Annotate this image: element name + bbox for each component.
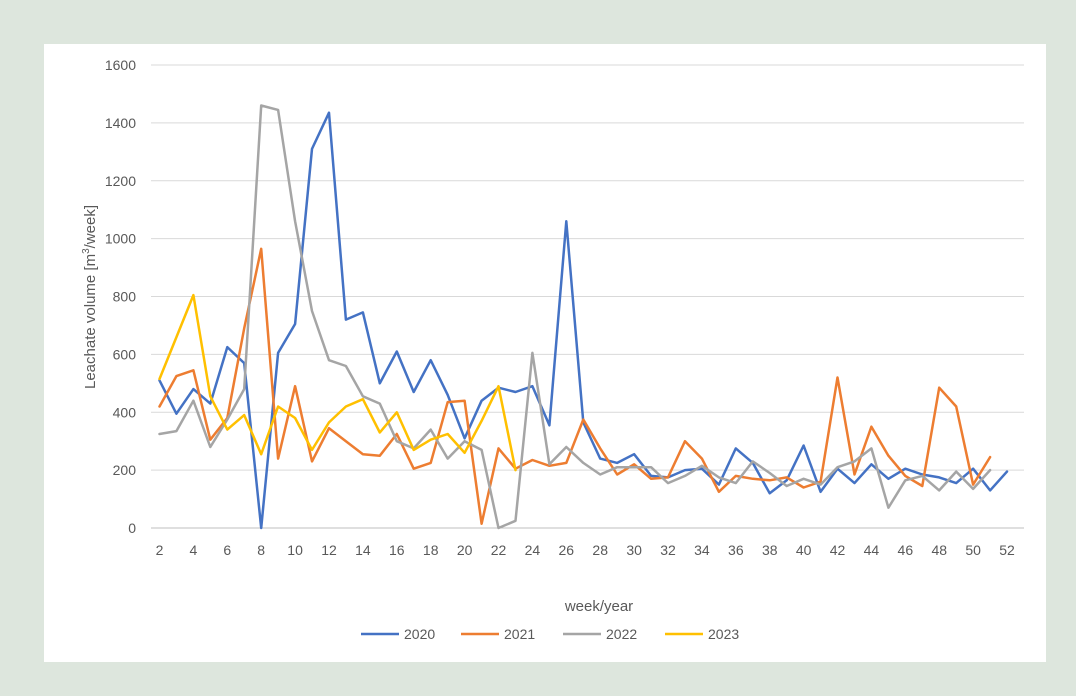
series-line-2021 — [158, 247, 992, 525]
x-tick-label: 40 — [796, 542, 812, 558]
x-tick-label: 12 — [321, 542, 337, 558]
x-tick-label: 50 — [965, 542, 981, 558]
x-tick-label: 38 — [762, 542, 778, 558]
y-tick-label: 1400 — [105, 115, 136, 131]
x-tick-label: 18 — [423, 542, 439, 558]
legend-item-2021: 2021 — [461, 626, 535, 642]
y-tick-label: 1000 — [105, 231, 136, 247]
legend-item-2023: 2023 — [665, 626, 739, 642]
x-tick-label: 6 — [223, 542, 231, 558]
legend: 2020 2021 2022 2023 — [361, 626, 739, 642]
x-tick-label: 22 — [491, 542, 507, 558]
y-tick-labels: 0 200 400 600 800 1000 1200 1400 1600 — [105, 57, 136, 536]
x-tick-label: 28 — [592, 542, 608, 558]
y-axis-title-main: Leachate volume [m — [82, 254, 99, 389]
chart-card: 0 200 400 600 800 1000 1200 1400 1600 2 4 6 8 10 12 14… — [44, 44, 1046, 662]
x-tick-label: 48 — [931, 542, 947, 558]
x-tick-label: 14 — [355, 542, 371, 558]
legend-label: 2022 — [606, 626, 637, 642]
x-tick-label: 30 — [626, 542, 642, 558]
x-axis-title: week/year — [564, 598, 633, 615]
x-tick-label: 8 — [257, 542, 265, 558]
x-tick-label: 26 — [559, 542, 575, 558]
x-tick-label: 52 — [999, 542, 1015, 558]
y-axis-title-superscript: 3 — [81, 248, 92, 254]
x-tick-label: 32 — [660, 542, 676, 558]
legend-label: 2023 — [708, 626, 739, 642]
x-tick-label: 2 — [156, 542, 164, 558]
y-tick-label: 200 — [113, 462, 137, 478]
x-tick-label: 16 — [389, 542, 405, 558]
x-tick-label: 44 — [864, 542, 880, 558]
x-tick-label: 34 — [694, 542, 710, 558]
x-tick-label: 20 — [457, 542, 473, 558]
series-lines — [158, 104, 1009, 530]
y-tick-label: 600 — [113, 346, 137, 362]
series-line-2020 — [158, 111, 1009, 530]
x-tick-label: 42 — [830, 542, 846, 558]
y-tick-label: 0 — [128, 520, 136, 536]
y-tick-label: 1200 — [105, 173, 136, 189]
legend-item-2020: 2020 — [361, 626, 435, 642]
legend-label: 2020 — [404, 626, 435, 642]
y-tick-label: 1600 — [105, 57, 136, 73]
x-tick-label: 10 — [287, 542, 303, 558]
y-axis-title-tail: /week] — [82, 205, 99, 248]
y-tick-label: 400 — [113, 404, 137, 420]
y-axis-title: Leachate volume [m3/week] — [81, 205, 99, 389]
y-tick-label: 800 — [113, 289, 137, 305]
x-tick-labels: 2 4 6 8 10 12 14 16 18 20 22 24 26 28 30 32 34 36 38 40 42 44… — [156, 542, 1015, 558]
legend-item-2022: 2022 — [563, 626, 637, 642]
series-line-2023 — [158, 293, 517, 472]
legend-label: 2021 — [504, 626, 535, 642]
x-tick-label: 46 — [898, 542, 914, 558]
series-line-2022 — [158, 104, 992, 530]
x-tick-label: 4 — [189, 542, 197, 558]
x-tick-label: 36 — [728, 542, 744, 558]
x-tick-label: 24 — [525, 542, 541, 558]
